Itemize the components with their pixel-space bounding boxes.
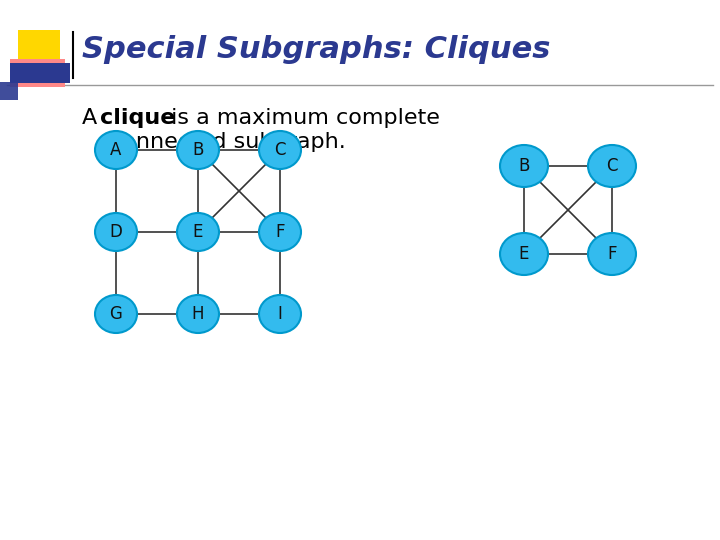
Text: is a maximum complete: is a maximum complete	[164, 108, 440, 128]
Ellipse shape	[95, 131, 137, 169]
Text: H: H	[192, 305, 204, 323]
Ellipse shape	[588, 145, 636, 187]
Ellipse shape	[95, 295, 137, 333]
Ellipse shape	[177, 131, 219, 169]
Text: D: D	[109, 223, 122, 241]
Text: A: A	[82, 108, 104, 128]
Ellipse shape	[177, 295, 219, 333]
Text: Special Subgraphs: Cliques: Special Subgraphs: Cliques	[82, 35, 550, 64]
Text: C: C	[606, 157, 618, 175]
Ellipse shape	[259, 295, 301, 333]
Text: G: G	[109, 305, 122, 323]
Text: B: B	[518, 157, 530, 175]
Text: clique: clique	[100, 108, 176, 128]
FancyBboxPatch shape	[0, 82, 18, 100]
Ellipse shape	[588, 233, 636, 275]
Text: connected subgraph.: connected subgraph.	[110, 132, 346, 152]
FancyBboxPatch shape	[10, 59, 65, 87]
Ellipse shape	[177, 213, 219, 251]
Text: A: A	[110, 141, 122, 159]
Text: F: F	[275, 223, 284, 241]
Text: C: C	[274, 141, 286, 159]
Text: E: E	[193, 223, 203, 241]
Ellipse shape	[259, 213, 301, 251]
Ellipse shape	[95, 213, 137, 251]
Text: B: B	[192, 141, 204, 159]
Text: F: F	[607, 245, 617, 263]
Ellipse shape	[500, 145, 548, 187]
Text: I: I	[278, 305, 282, 323]
FancyBboxPatch shape	[18, 30, 60, 72]
FancyBboxPatch shape	[10, 63, 70, 83]
Ellipse shape	[259, 131, 301, 169]
Text: E: E	[519, 245, 529, 263]
Ellipse shape	[500, 233, 548, 275]
